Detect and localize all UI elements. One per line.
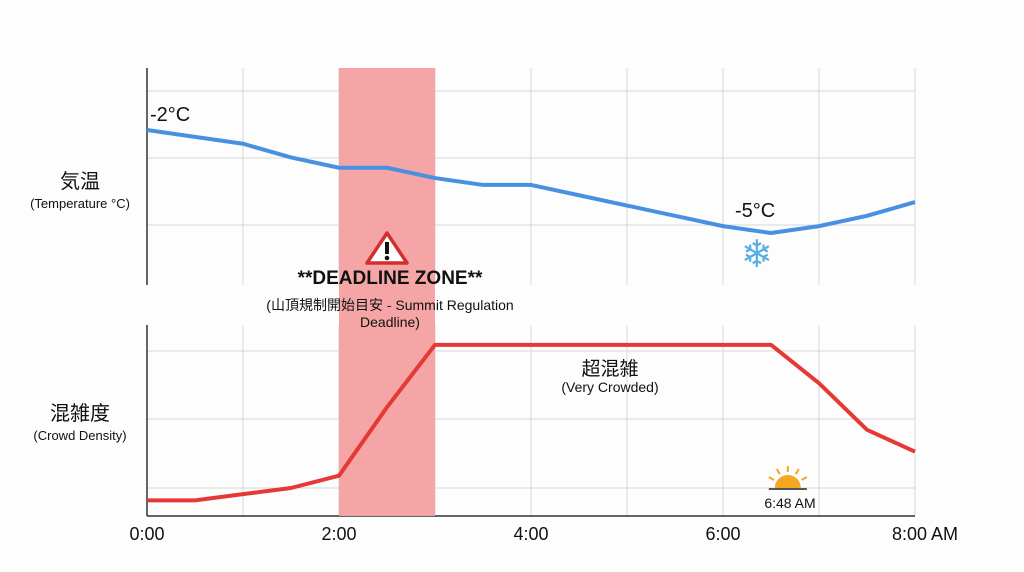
- x-tick-label: 6:00: [705, 524, 741, 544]
- temperature-label-en: (Temperature °C): [30, 196, 130, 211]
- warning-icon-dot: [384, 255, 390, 261]
- sunrise-icon-ray: [801, 476, 808, 481]
- temperature-label-jp: 気温: [60, 171, 100, 193]
- deadline-zone-title: **DEADLINE ZONE**: [297, 268, 483, 289]
- very-crowded-label-jp: 超混雑: [581, 359, 639, 380]
- sunrise-icon-ray: [775, 468, 781, 475]
- sunrise-label: 6:48 AM: [764, 495, 816, 511]
- x-tick-label: 0:00: [129, 524, 165, 544]
- very-crowded-label-en: (Very Crowded): [561, 379, 659, 395]
- x-tick-label: 8:00 AM: [891, 524, 959, 544]
- crowd-label-jp: 混雑度: [50, 403, 110, 425]
- warning-icon-mark: [385, 242, 389, 254]
- sunrise-icon-ray: [768, 476, 775, 481]
- x-tick-label: 2:00: [321, 524, 357, 544]
- crowd-label-en: (Crowd Density): [33, 428, 127, 443]
- deadline-zone-subtitle-2: Deadline): [360, 314, 420, 330]
- x-tick-label: 4:00: [513, 524, 549, 544]
- start-temp-label: -2°C: [150, 104, 191, 126]
- min-temp-label: -5°C: [735, 200, 776, 222]
- snowflake-icon: ❄: [741, 234, 773, 276]
- sunrise-icon: [774, 475, 801, 488]
- crowd-density-line: [147, 342, 916, 503]
- temperature-axis-label: 気温 (Temperature °C): [10, 165, 150, 211]
- crowd-axis-label: 混雑度 (Crowd Density): [10, 397, 150, 443]
- deadline-zone-subtitle-1: (山頂規制開始目安 - Summit Regulation: [266, 297, 514, 313]
- sunrise-icon-ray: [794, 468, 800, 475]
- temperature-line: [146, 128, 916, 235]
- deadline-zone: [339, 68, 435, 516]
